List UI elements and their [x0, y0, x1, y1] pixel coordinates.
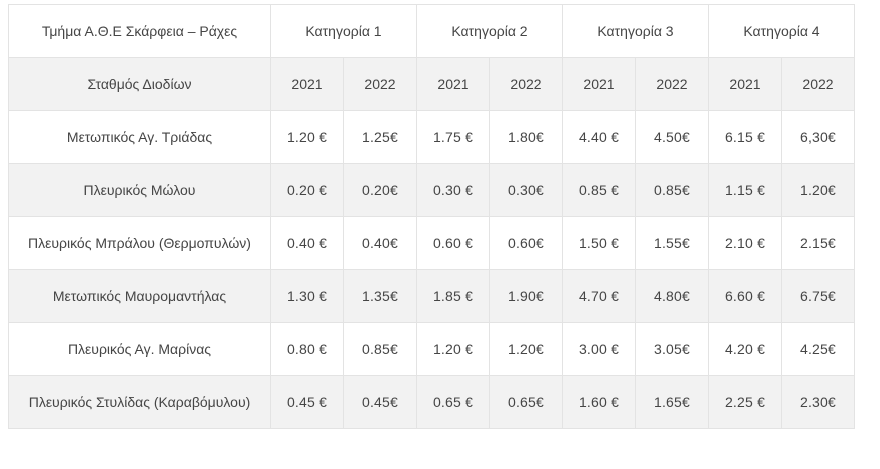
price-cell: 1.30 € — [270, 269, 344, 323]
toll-prices-table: Τμήμα Α.Θ.Ε Σκάρφεια – Ράχες Κατηγορία 1… — [8, 4, 855, 429]
price-cell: 0.20 € — [270, 163, 344, 217]
price-cell: 1.50 € — [562, 216, 636, 270]
category-2-header: Κατηγορία 2 — [416, 4, 563, 58]
year-header-2021: 2021 — [562, 57, 636, 111]
station-name: Μετωπικός Αγ. Τριάδας — [8, 110, 271, 164]
table-row: Πλευρικός Αγ. Μαρίνας 0.80 € 0.85€ 1.20 … — [8, 322, 855, 376]
table-row: Πλευρικός Στυλίδας (Καραβόμυλου) 0.45 € … — [8, 375, 855, 429]
price-cell: 1.20€ — [781, 163, 855, 217]
year-header-2022: 2022 — [781, 57, 855, 111]
price-cell: 0.30 € — [416, 163, 490, 217]
table-row: Μετωπικός Αγ. Τριάδας 1.20 € 1.25€ 1.75 … — [8, 110, 855, 164]
year-header-2021: 2021 — [416, 57, 490, 111]
year-header-2022: 2022 — [343, 57, 417, 111]
price-cell: 1.75 € — [416, 110, 490, 164]
price-cell: 1.20€ — [489, 322, 563, 376]
price-cell: 3.00 € — [562, 322, 636, 376]
price-cell: 2.10 € — [708, 216, 782, 270]
table-row: Πλευρικός Μπράλου (Θερμοπυλών) 0.40 € 0.… — [8, 216, 855, 270]
price-cell: 6.15 € — [708, 110, 782, 164]
price-cell: 1.35€ — [343, 269, 417, 323]
price-cell: 1.60 € — [562, 375, 636, 429]
price-cell: 0.65 € — [416, 375, 490, 429]
price-cell: 2.25 € — [708, 375, 782, 429]
price-cell: 2.30€ — [781, 375, 855, 429]
year-header-2021: 2021 — [270, 57, 344, 111]
price-cell: 3.05€ — [635, 322, 709, 376]
price-cell: 1.80€ — [489, 110, 563, 164]
station-name: Πλευρικός Μπράλου (Θερμοπυλών) — [8, 216, 271, 270]
price-cell: 0.60 € — [416, 216, 490, 270]
price-cell: 1.90€ — [489, 269, 563, 323]
price-cell: 0.20€ — [343, 163, 417, 217]
year-header-2021: 2021 — [708, 57, 782, 111]
station-column-header: Σταθμός Διοδίων — [8, 57, 271, 111]
year-header-2022: 2022 — [489, 57, 563, 111]
price-cell: 6,30€ — [781, 110, 855, 164]
price-cell: 4.80€ — [635, 269, 709, 323]
price-cell: 1.25€ — [343, 110, 417, 164]
category-3-header: Κατηγορία 3 — [562, 4, 709, 58]
station-name: Πλευρικός Στυλίδας (Καραβόμυλου) — [8, 375, 271, 429]
year-header-2022: 2022 — [635, 57, 709, 111]
category-1-header: Κατηγορία 1 — [270, 4, 417, 58]
price-cell: 4.50€ — [635, 110, 709, 164]
price-cell: 6.60 € — [708, 269, 782, 323]
price-cell: 4.20 € — [708, 322, 782, 376]
price-cell: 0.40 € — [270, 216, 344, 270]
category-4-header: Κατηγορία 4 — [708, 4, 855, 58]
price-cell: 2.15€ — [781, 216, 855, 270]
header-row-years: Σταθμός Διοδίων 2021 2022 2021 2022 2021… — [8, 57, 855, 111]
header-row-categories: Τμήμα Α.Θ.Ε Σκάρφεια – Ράχες Κατηγορία 1… — [8, 4, 855, 58]
price-cell: 1.65€ — [635, 375, 709, 429]
price-cell: 0.45€ — [343, 375, 417, 429]
price-cell: 0.30€ — [489, 163, 563, 217]
price-cell: 0.85 € — [562, 163, 636, 217]
price-cell: 1.15 € — [708, 163, 782, 217]
price-cell: 0.60€ — [489, 216, 563, 270]
price-cell: 0.65€ — [489, 375, 563, 429]
price-cell: 1.20 € — [416, 322, 490, 376]
station-name: Πλευρικός Αγ. Μαρίνας — [8, 322, 271, 376]
price-cell: 1.85 € — [416, 269, 490, 323]
price-cell: 6.75€ — [781, 269, 855, 323]
price-cell: 1.55€ — [635, 216, 709, 270]
price-cell: 0.40€ — [343, 216, 417, 270]
table-row: Μετωπικός Μαυρομαντήλας 1.30 € 1.35€ 1.8… — [8, 269, 855, 323]
station-name: Πλευρικός Μώλου — [8, 163, 271, 217]
section-title: Τμήμα Α.Θ.Ε Σκάρφεια – Ράχες — [8, 4, 271, 58]
price-cell: 0.45 € — [270, 375, 344, 429]
price-cell: 4.70 € — [562, 269, 636, 323]
table-row: Πλευρικός Μώλου 0.20 € 0.20€ 0.30 € 0.30… — [8, 163, 855, 217]
station-name: Μετωπικός Μαυρομαντήλας — [8, 269, 271, 323]
price-cell: 4.40 € — [562, 110, 636, 164]
price-cell: 4.25€ — [781, 322, 855, 376]
price-cell: 0.80 € — [270, 322, 344, 376]
price-cell: 1.20 € — [270, 110, 344, 164]
price-cell: 0.85€ — [343, 322, 417, 376]
price-cell: 0.85€ — [635, 163, 709, 217]
